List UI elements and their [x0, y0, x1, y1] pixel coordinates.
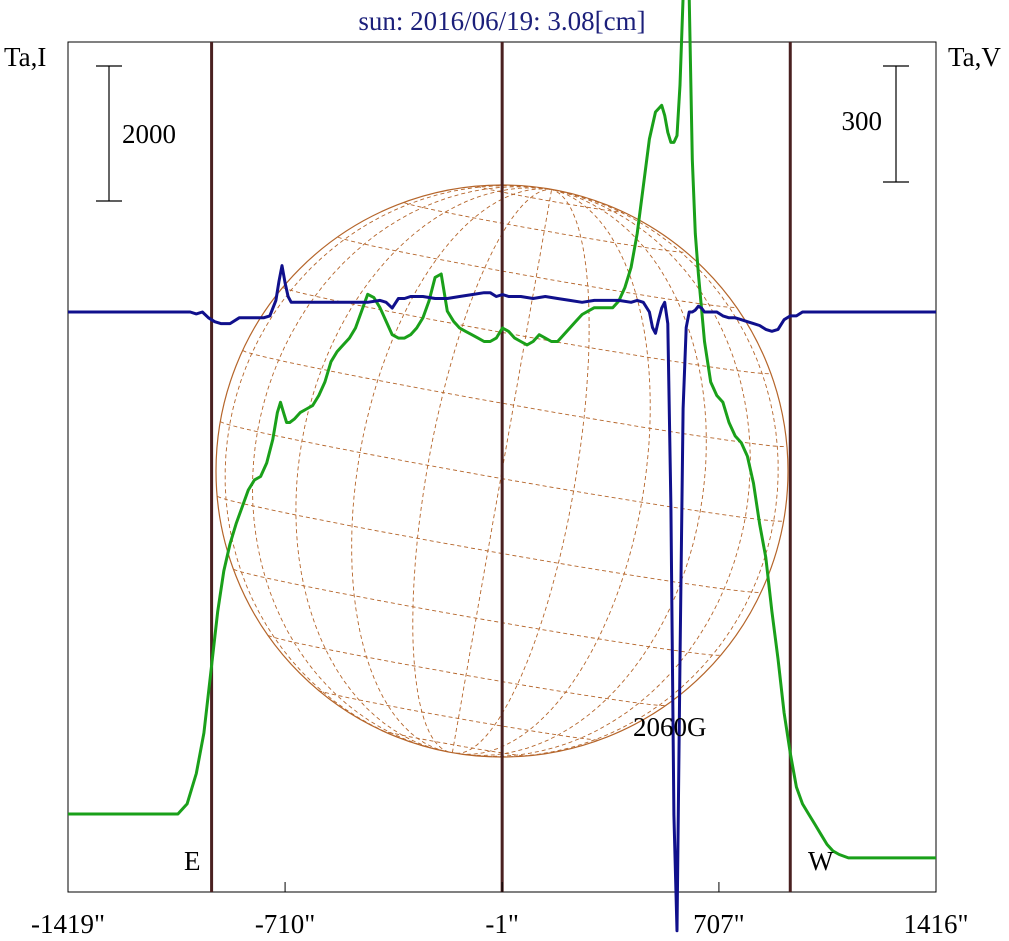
left-scale-bar-label: 2000 — [122, 119, 176, 149]
parallel-line — [381, 729, 527, 757]
parallel-line — [217, 495, 761, 593]
parallel-line — [267, 634, 666, 707]
meridian-line — [456, 188, 590, 754]
x-tick-label: 707" — [693, 909, 745, 939]
east-limb-label: E — [184, 846, 201, 876]
field-strength-annotation: 2060G — [633, 712, 707, 742]
x-tick-label: 1416" — [903, 909, 968, 939]
parallel-line — [282, 286, 772, 375]
meridian-line — [224, 185, 552, 747]
meridian-line — [252, 186, 552, 751]
meridian-line — [412, 188, 552, 753]
parallel-line — [403, 202, 687, 253]
x-axis-ticks: -1419" -710" -1" 707" 1416" — [31, 882, 969, 939]
meridian-line — [465, 188, 751, 757]
left-axis-label: Ta,I — [4, 42, 46, 72]
parallel-line — [233, 568, 721, 656]
x-tick-label: -1419" — [31, 909, 105, 939]
meridian-line — [462, 188, 707, 756]
parallel-line — [242, 349, 788, 448]
intensity-curve — [68, 0, 936, 860]
parallel-line — [476, 185, 624, 213]
left-scale-bar — [96, 65, 122, 202]
west-limb-label: W — [808, 846, 834, 876]
right-scale-bar — [883, 65, 909, 183]
meridian-line — [295, 187, 552, 752]
x-tick-label: -710" — [255, 909, 316, 939]
x-tick-label: -1" — [485, 909, 519, 939]
parallel-line — [318, 689, 600, 741]
meridian-line — [480, 188, 779, 758]
solar-disk-grid — [215, 184, 789, 758]
parallel-line — [219, 421, 784, 522]
right-scale-bar-label: 300 — [842, 106, 883, 136]
meridian-line — [351, 188, 552, 752]
chart-title: sun: 2016/06/19: 3.08[cm] — [358, 6, 645, 36]
meridian-line — [459, 188, 651, 755]
polarization-curve — [68, 264, 936, 933]
right-axis-label: Ta,V — [948, 42, 1001, 72]
